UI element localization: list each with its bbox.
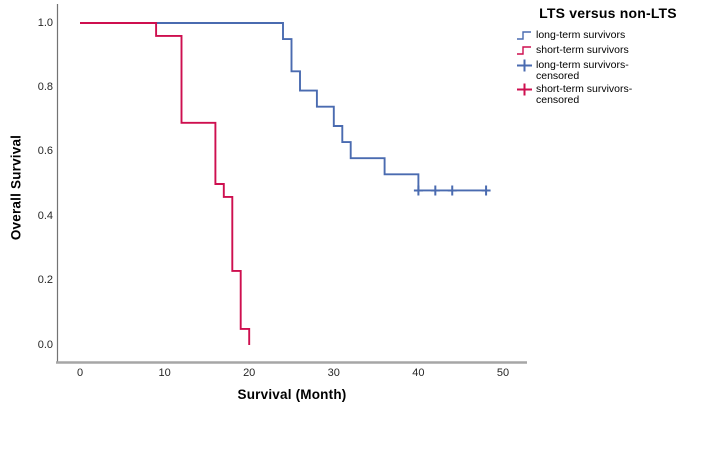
censored-mark xyxy=(481,185,491,196)
y-axis-title: Overall Survival xyxy=(8,134,24,241)
censored-mark xyxy=(447,185,457,196)
y-tick-label: 0.2 xyxy=(37,274,53,287)
legend-items: long-term survivors short-term survivors l… xyxy=(516,29,700,105)
legend-item: long-term survivors xyxy=(516,29,700,42)
legend-item: short-term survivors xyxy=(516,44,700,57)
cross-icon xyxy=(517,59,532,72)
x-tick-label: 40 xyxy=(412,367,425,379)
censored-mark xyxy=(413,185,423,196)
censored-mark xyxy=(430,185,440,196)
legend-item-label: short-term survivors xyxy=(536,44,629,56)
x-tick-label: 20 xyxy=(243,367,256,379)
step-icon xyxy=(517,31,531,40)
y-tick-label: 0.8 xyxy=(37,80,53,93)
km-curve-long-term xyxy=(80,22,490,192)
y-tick-label: 0.4 xyxy=(37,209,53,222)
legend-item-label: short-term survivors-censored xyxy=(536,83,633,106)
km-curve-short-term xyxy=(80,22,251,345)
legend-item: short-term survivors-censored xyxy=(516,83,700,105)
legend-item-label: long-term survivors xyxy=(536,29,626,41)
censor-marks xyxy=(413,185,491,196)
y-tick-label: 0.0 xyxy=(37,338,53,351)
legend-title: LTS versus non-LTS xyxy=(539,5,677,21)
step-icon xyxy=(517,46,531,55)
y-tick-label: 1.0 xyxy=(37,16,53,29)
y-tick-label: 0.6 xyxy=(37,145,53,158)
legend-item-label: long-term survivors-censored xyxy=(536,59,629,82)
x-axis-title: Survival (Month) xyxy=(237,387,347,402)
legend: LTS versus non-LTS long-term survivors sh… xyxy=(516,5,700,107)
legend-item: long-term survivors-censored xyxy=(516,59,700,81)
survival-curves xyxy=(80,22,490,345)
x-tick-label: 30 xyxy=(327,367,340,379)
x-tick-label: 0 xyxy=(76,367,84,379)
x-tick-label: 50 xyxy=(496,367,510,379)
x-tick-label: 10 xyxy=(158,367,171,379)
cross-icon xyxy=(517,83,532,96)
